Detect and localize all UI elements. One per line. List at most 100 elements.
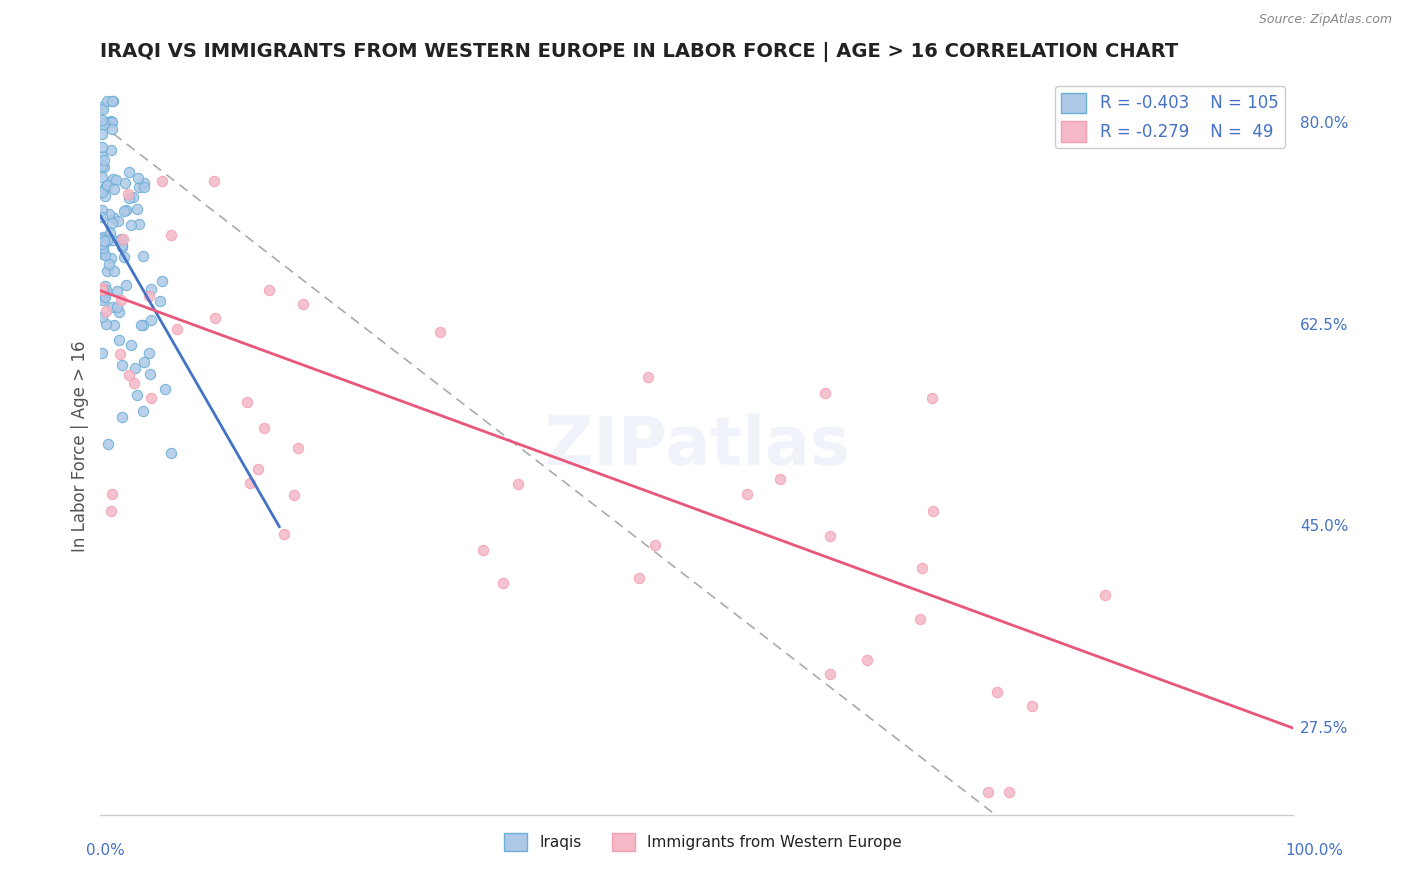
Point [93, 278, 115, 293]
Point [246, 462, 269, 476]
Point [90, 283, 112, 297]
Point [118, 165, 141, 179]
Point [986, 685, 1008, 699]
Point [508, 477, 530, 491]
Point [110, 238, 132, 252]
Point [101, 122, 124, 136]
Point [93, 234, 115, 248]
Point [103, 182, 125, 196]
Point [90, 232, 112, 246]
Point [112, 204, 135, 219]
Point [94, 179, 117, 194]
Point [90, 140, 112, 154]
Point [976, 784, 998, 798]
Point [120, 218, 142, 232]
Point [132, 318, 155, 332]
Point [118, 368, 141, 383]
Point [96, 94, 118, 108]
Point [820, 529, 842, 543]
Point [90, 159, 112, 173]
Text: 62.5%: 62.5% [1301, 318, 1348, 333]
Point [93, 153, 115, 168]
Point [239, 476, 262, 491]
Text: 0.0%: 0.0% [86, 843, 125, 858]
Point [90, 345, 112, 359]
Point [90, 202, 112, 217]
Point [110, 232, 132, 246]
Point [94, 248, 117, 262]
Point [94, 181, 117, 195]
Text: 100.0%: 100.0% [1285, 843, 1344, 858]
Point [91, 235, 114, 249]
Point [111, 410, 134, 425]
Point [108, 333, 131, 347]
Point [93, 117, 115, 131]
Point [97, 257, 120, 271]
Point [155, 383, 177, 397]
Point [91, 241, 114, 255]
Point [110, 293, 132, 307]
Point [111, 358, 134, 372]
Point [105, 300, 128, 314]
Point [108, 347, 131, 361]
Point [257, 283, 280, 297]
Point [112, 250, 135, 264]
Point [114, 176, 136, 190]
Point [125, 388, 148, 402]
Point [91, 185, 114, 199]
Point [91, 247, 114, 261]
Point [108, 305, 131, 319]
Point [134, 180, 156, 194]
Point [128, 180, 150, 194]
Point [138, 345, 160, 359]
Point [117, 187, 139, 202]
Point [150, 174, 173, 188]
Point [922, 504, 945, 518]
Text: Source: ZipAtlas.com: Source: ZipAtlas.com [1258, 13, 1392, 27]
Point [124, 361, 146, 376]
Legend: R = -0.403    N = 105, R = -0.279    N =  49: R = -0.403 N = 105, R = -0.279 N = 49 [1054, 86, 1285, 148]
Point [139, 282, 162, 296]
Point [90, 237, 112, 252]
Point [94, 189, 117, 203]
Point [103, 233, 125, 247]
Point [91, 235, 114, 250]
Point [97, 437, 120, 451]
Point [100, 503, 122, 517]
Point [103, 264, 125, 278]
Legend: Iraqis, Immigrants from Western Europe: Iraqis, Immigrants from Western Europe [498, 827, 908, 857]
Point [103, 211, 125, 225]
Point [96, 303, 118, 318]
Point [921, 391, 943, 405]
Point [253, 421, 276, 435]
Y-axis label: In Labor Force | Age > 16: In Labor Force | Age > 16 [72, 341, 89, 552]
Point [100, 144, 122, 158]
Point [90, 211, 112, 225]
Point [100, 300, 122, 314]
Point [134, 355, 156, 369]
Point [100, 94, 122, 108]
Point [129, 318, 152, 333]
Point [814, 386, 837, 401]
Point [94, 283, 117, 297]
Point [105, 284, 128, 298]
Text: 80.0%: 80.0% [1301, 116, 1348, 131]
Point [93, 161, 115, 175]
Point [94, 317, 117, 331]
Point [98, 206, 121, 220]
Point [283, 488, 305, 502]
Point [90, 127, 112, 141]
Point [100, 115, 122, 129]
Point [292, 297, 315, 311]
Point [96, 233, 118, 247]
Point [908, 612, 931, 626]
Point [139, 367, 162, 381]
Point [122, 376, 145, 391]
Point [91, 293, 114, 308]
Point [202, 174, 225, 188]
Point [429, 326, 451, 340]
Point [204, 311, 226, 326]
Point [160, 445, 183, 459]
Point [107, 214, 129, 228]
Point [149, 293, 172, 308]
